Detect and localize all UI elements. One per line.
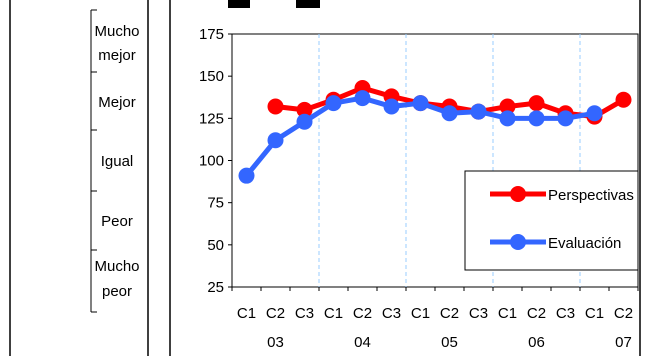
x-axis: C1 C2 C3 C1 C2 C3 C1 C2 C3 C1 C2 C3 C1 C2 03 04 05 06 07 [231, 287, 639, 351]
y-axis: 25 50 75 100 125 150 175 [199, 26, 232, 296]
x-tick-label: C2 [614, 305, 633, 322]
y-tick-label: 125 [199, 110, 224, 127]
data-point [586, 105, 603, 122]
y-tick-label: 75 [207, 195, 224, 212]
data-point [238, 167, 255, 184]
x-tick-label: C1 [411, 305, 430, 322]
title-fragment [296, 0, 320, 8]
scale-panel: Mucho mejor Mejor Igual Peor Mucho peor [9, 0, 149, 356]
data-point [499, 98, 516, 115]
data-point [528, 110, 545, 127]
data-point [615, 91, 632, 108]
x-year-label: 06 [528, 334, 545, 351]
x-year-label: 05 [441, 334, 458, 351]
series-evaluacion [238, 90, 603, 184]
data-point [470, 103, 487, 120]
data-point [296, 113, 313, 130]
data-point [528, 95, 545, 112]
x-tick-label: C2 [527, 305, 546, 322]
data-point [412, 95, 429, 112]
data-point [557, 110, 574, 127]
x-tick-label: C1 [498, 305, 517, 322]
y-tick-label: 25 [207, 279, 224, 296]
y-tick-label: 50 [207, 237, 224, 254]
x-tick-label: C1 [237, 305, 256, 322]
legend-label-evaluacion: Evaluación [548, 235, 621, 252]
scale-label-mucho-mejor-line1: Mucho [94, 23, 139, 40]
data-point [383, 98, 400, 115]
scale-label-mucho-peor-line2: peor [102, 283, 132, 300]
x-tick-label: C3 [382, 305, 401, 322]
x-tick-label: C3 [469, 305, 488, 322]
series-layer [238, 79, 632, 184]
x-tick-label: C2 [353, 305, 372, 322]
y-tick-label: 150 [199, 68, 224, 85]
title-fragment [228, 0, 250, 8]
scale-label-mejor: Mejor [98, 94, 136, 111]
data-point [441, 105, 458, 122]
x-year-label: 03 [267, 334, 284, 351]
legend-marker-evaluacion [510, 234, 526, 250]
x-tick-label: C2 [440, 305, 459, 322]
data-point [354, 90, 371, 107]
legend-marker-perspectivas [510, 186, 526, 202]
x-tick-label: C3 [556, 305, 575, 322]
scale-label-peor: Peor [101, 213, 133, 230]
y-tick-label: 100 [199, 153, 224, 170]
x-tick-label: C3 [295, 305, 314, 322]
x-tick-label: C1 [585, 305, 604, 322]
scale-label-mucho-peor-line1: Mucho [94, 258, 139, 275]
data-point [267, 132, 284, 149]
x-year-label: 04 [354, 334, 371, 351]
legend-box [464, 170, 639, 271]
legend-label-perspectivas: Perspectivas [548, 187, 634, 204]
legend: Perspectivas Evaluación [464, 170, 639, 271]
x-year-label: 07 [615, 334, 632, 351]
x-tick-label: C2 [266, 305, 285, 322]
x-tick-label: C1 [324, 305, 343, 322]
scale-label-igual: Igual [101, 153, 134, 170]
data-point [499, 110, 516, 127]
scale-label-mucho-mejor-line2: mejor [98, 47, 136, 64]
data-point [325, 95, 342, 112]
data-point [267, 98, 284, 115]
data-point [296, 101, 313, 118]
y-tick-label: 175 [199, 26, 224, 43]
